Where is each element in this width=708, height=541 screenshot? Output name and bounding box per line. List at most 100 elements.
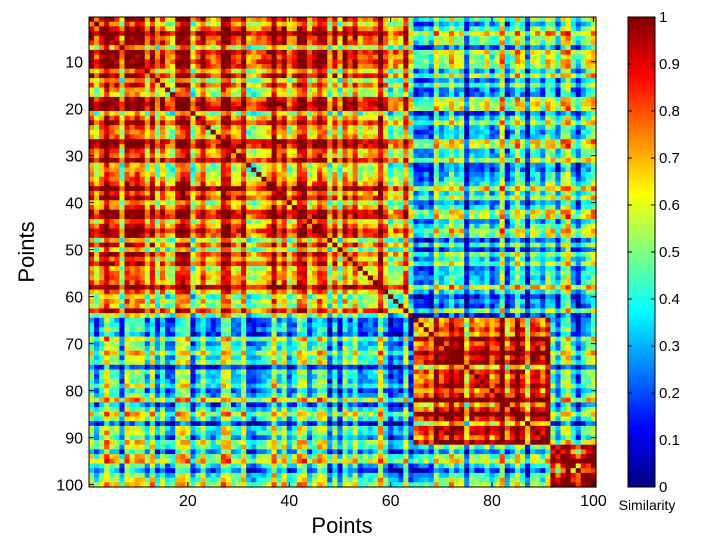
heatmap-cell <box>251 17 257 23</box>
heatmap-cell <box>301 143 308 150</box>
heatmap-cell <box>215 228 222 234</box>
heatmap-cell <box>423 82 430 89</box>
heatmap-cell <box>530 54 536 60</box>
heatmap-cell <box>301 134 308 140</box>
heatmap-cell <box>94 125 100 131</box>
heatmap-cell <box>454 125 460 131</box>
heatmap-cell <box>251 167 257 173</box>
heatmap-cell <box>317 68 323 74</box>
heatmap-cell <box>550 49 557 56</box>
heatmap-cell <box>134 101 141 107</box>
heatmap-cell <box>261 45 268 51</box>
heatmap-cell <box>352 92 359 98</box>
heatmap-cell <box>296 26 303 32</box>
heatmap-cell <box>322 106 328 112</box>
heatmap-cell <box>383 129 389 136</box>
heatmap-cell <box>175 17 181 23</box>
heatmap-cell <box>139 134 146 140</box>
heatmap-cell <box>312 120 318 126</box>
heatmap-cell <box>464 120 470 126</box>
heatmap-cell <box>489 129 496 136</box>
heatmap-cell <box>479 35 486 42</box>
heatmap-cell <box>367 64 374 70</box>
heatmap-cell <box>560 176 567 183</box>
heatmap-cell <box>124 78 131 84</box>
heatmap-cell <box>322 101 328 107</box>
heatmap-cell <box>550 139 557 145</box>
heatmap-cell <box>494 64 501 70</box>
heatmap-cell <box>124 35 131 42</box>
heatmap-cell <box>519 190 526 197</box>
heatmap-cell <box>210 120 217 126</box>
heatmap-cell <box>200 101 207 107</box>
heatmap-cell <box>94 31 100 37</box>
heatmap-cell <box>469 143 475 150</box>
heatmap-cell <box>286 40 293 46</box>
heatmap-cell <box>89 134 95 140</box>
heatmap-cell <box>403 40 410 46</box>
heatmap-cell <box>585 59 592 65</box>
heatmap-cell <box>114 31 121 37</box>
heatmap-cell <box>99 21 105 27</box>
heatmap-cell <box>286 26 293 32</box>
heatmap-cell <box>154 59 161 65</box>
heatmap-cell <box>205 59 212 65</box>
heatmap-cell <box>469 45 475 51</box>
heatmap-cell <box>99 31 105 37</box>
heatmap-cell <box>433 219 440 225</box>
heatmap-cell <box>565 106 572 112</box>
heatmap-cell <box>230 64 237 70</box>
heatmap-cell <box>550 153 557 159</box>
heatmap-cell <box>175 106 181 112</box>
heatmap-cell <box>134 247 141 253</box>
heatmap-cell <box>565 125 572 131</box>
heatmap-cell <box>530 21 536 27</box>
heatmap-cell <box>383 26 389 32</box>
heatmap-cell <box>291 237 298 244</box>
heatmap-cell <box>469 200 475 206</box>
heatmap-cell <box>494 233 501 239</box>
heatmap-cell <box>114 200 121 206</box>
heatmap-cell <box>210 92 217 98</box>
heatmap-cell <box>94 186 100 192</box>
heatmap-cell <box>261 31 268 37</box>
heatmap-cell <box>134 21 141 27</box>
heatmap-cell <box>291 181 298 187</box>
heatmap-cell <box>413 186 420 192</box>
heatmap-cell <box>165 31 171 37</box>
heatmap-cell <box>165 96 171 103</box>
heatmap-cell <box>170 17 176 23</box>
heatmap-cell <box>383 31 389 37</box>
heatmap-cell <box>317 242 323 248</box>
heatmap-cell <box>357 49 364 56</box>
heatmap-cell <box>94 162 100 168</box>
heatmap-cell <box>398 40 404 46</box>
heatmap-cell <box>236 26 242 32</box>
heatmap-cell <box>89 176 95 183</box>
heatmap-cell <box>154 139 161 145</box>
heatmap-cell <box>180 233 186 239</box>
heatmap-cell <box>474 219 480 225</box>
heatmap-cell <box>271 223 278 230</box>
heatmap-cell <box>307 148 313 154</box>
heatmap-cell <box>220 111 227 117</box>
heatmap-cell <box>190 247 197 253</box>
heatmap-cell <box>251 26 257 32</box>
heatmap-cell <box>286 228 293 234</box>
heatmap-cell <box>469 49 475 56</box>
heatmap-cell <box>312 233 318 239</box>
heatmap-cell <box>271 40 278 46</box>
heatmap-cell <box>565 237 572 244</box>
heatmap-cell <box>489 162 496 168</box>
heatmap-cell <box>575 139 582 145</box>
heatmap-cell <box>195 96 202 103</box>
heatmap-cell <box>464 195 470 201</box>
heatmap-cell <box>443 106 450 112</box>
heatmap-cell <box>317 205 323 211</box>
heatmap-cell <box>545 148 551 154</box>
heatmap-cell <box>545 139 551 145</box>
heatmap-cell <box>281 162 288 168</box>
heatmap-cell <box>291 40 298 46</box>
heatmap-cell <box>555 87 562 93</box>
heatmap-cell <box>388 228 394 234</box>
